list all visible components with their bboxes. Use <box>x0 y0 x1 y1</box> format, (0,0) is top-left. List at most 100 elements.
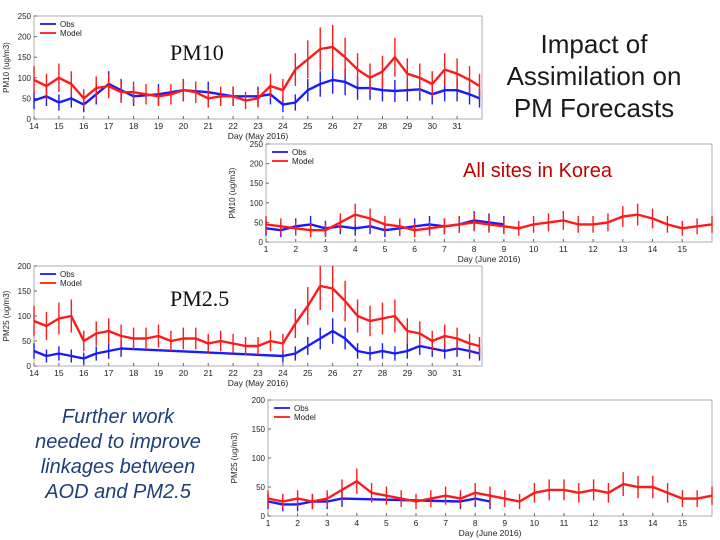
x-tick-label: 26 <box>328 368 338 378</box>
legend-label: Model <box>294 413 316 422</box>
x-tick-label: 10 <box>529 244 539 254</box>
x-tick-label: 8 <box>473 518 478 528</box>
y-tick-label: 100 <box>18 312 32 321</box>
legend-label: Obs <box>60 20 75 29</box>
y-tick-label: 150 <box>18 287 32 296</box>
y-axis-label: PM10 (ug/m3) <box>228 167 237 218</box>
legend-label: Model <box>292 157 314 166</box>
x-tick-label: 15 <box>678 518 688 528</box>
x-tick-label: 12 <box>589 518 599 528</box>
chart-pm10-may-svg: 0 50 100 150 200 250 14 15 16 17 18 19 20 21 22 23 24 25 2… <box>2 12 483 141</box>
sites-subtitle: All sites in Korea <box>463 160 612 182</box>
x-tick-label: 14 <box>648 244 658 254</box>
x-tick-label: 27 <box>353 368 363 378</box>
legend-label: Obs <box>60 270 75 279</box>
x-tick-label: 8 <box>472 244 477 254</box>
x-tick-label: 13 <box>618 518 628 528</box>
chart-pm10-june: 0 50 100 150 200 250 1 2 3 4 5 6 7 8 9 10 11 12 13 14 15 Day … <box>226 138 720 270</box>
x-tick-label: 24 <box>278 121 288 131</box>
y-axis-label: PM25 (ug/m3) <box>230 432 239 483</box>
x-tick-label: 23 <box>253 368 263 378</box>
legend-label: Obs <box>292 148 307 157</box>
x-tick-label: 15 <box>54 121 64 131</box>
x-tick-label: 15 <box>54 368 64 378</box>
x-tick-label: 14 <box>29 121 39 131</box>
y-tick-label: 200 <box>18 262 32 271</box>
x-tick-label: 6 <box>412 244 417 254</box>
x-tick-label: 31 <box>452 368 462 378</box>
x-tick-label: 9 <box>501 244 506 254</box>
x-tick-label: 7 <box>443 518 448 528</box>
x-tick-label: 23 <box>253 121 263 131</box>
y-tick-label: 0 <box>27 362 32 371</box>
slide-title: Impact of Assimilation on PM Forecasts <box>494 28 694 124</box>
x-tick-label: 11 <box>560 518 569 528</box>
x-tick-label: 6 <box>414 518 419 528</box>
pm10-label: PM10 <box>170 40 224 65</box>
x-tick-label: 29 <box>403 368 413 378</box>
y-tick-label: 250 <box>250 140 264 149</box>
y-tick-label: 0 <box>261 512 266 521</box>
x-tick-label: 13 <box>618 244 628 254</box>
y-tick-label: 50 <box>22 337 31 346</box>
x-tick-label: 5 <box>383 244 388 254</box>
pm25-label: PM2.5 <box>170 286 230 311</box>
x-tick-label: 17 <box>104 121 114 131</box>
x-tick-label: 14 <box>648 518 658 528</box>
slide-title-line-1: Impact of <box>540 29 648 59</box>
legend-label: Model <box>60 279 82 288</box>
legend-label: Obs <box>294 404 309 413</box>
y-tick-label: 50 <box>254 218 263 227</box>
y-tick-label: 150 <box>18 53 32 62</box>
x-tick-label: 28 <box>378 121 388 131</box>
y-tick-label: 100 <box>18 74 32 83</box>
x-tick-label: 27 <box>353 121 363 131</box>
note-line-3: linkages between <box>40 456 196 478</box>
x-tick-label: 26 <box>328 121 338 131</box>
y-tick-label: 100 <box>252 454 266 463</box>
y-tick-label: 200 <box>250 160 264 169</box>
x-tick-label: 25 <box>303 121 313 131</box>
slide-title-line-2: Assimilation on <box>506 61 682 91</box>
x-tick-label: 28 <box>378 368 388 378</box>
x-tick-label: 19 <box>154 121 164 131</box>
note-line-1: Further work <box>61 406 175 428</box>
x-axis-label: Day (May 2016) <box>228 131 289 141</box>
x-tick-label: 3 <box>325 518 330 528</box>
x-tick-label: 16 <box>79 121 89 131</box>
x-tick-label: 18 <box>129 121 139 131</box>
y-axis-label: PM25 (ug/m3) <box>2 290 11 341</box>
x-axis-label: Day (May 2016) <box>228 378 289 388</box>
x-tick-label: 25 <box>303 368 313 378</box>
x-tick-label: 14 <box>29 368 39 378</box>
x-axis-label: Day (June 2016) <box>459 528 522 538</box>
obs-series-line <box>33 78 480 106</box>
x-tick-label: 1 <box>266 518 271 528</box>
x-tick-label: 22 <box>228 368 238 378</box>
y-tick-label: 50 <box>22 94 31 103</box>
x-tick-label: 9 <box>502 518 507 528</box>
x-tick-label: 20 <box>179 368 189 378</box>
x-tick-label: 22 <box>228 121 238 131</box>
x-tick-label: 31 <box>452 121 462 131</box>
x-tick-label: 30 <box>427 121 437 131</box>
x-tick-label: 29 <box>403 121 413 131</box>
legend-label: Model <box>60 29 82 38</box>
x-tick-label: 10 <box>530 518 540 528</box>
x-tick-label: 19 <box>154 368 164 378</box>
x-axis-label: Day (June 2016) <box>458 254 521 264</box>
note-line-4: AOD and PM2.5 <box>45 481 191 503</box>
y-tick-label: 100 <box>250 199 264 208</box>
y-tick-label: 150 <box>252 425 266 434</box>
x-tick-label: 16 <box>79 368 89 378</box>
x-tick-label: 4 <box>354 518 359 528</box>
x-tick-label: 12 <box>588 244 598 254</box>
y-tick-label: 200 <box>18 33 32 42</box>
x-tick-label: 1 <box>264 244 269 254</box>
x-tick-label: 2 <box>295 518 300 528</box>
x-tick-label: 24 <box>278 368 288 378</box>
x-tick-label: 11 <box>559 244 568 254</box>
x-tick-label: 5 <box>384 518 389 528</box>
